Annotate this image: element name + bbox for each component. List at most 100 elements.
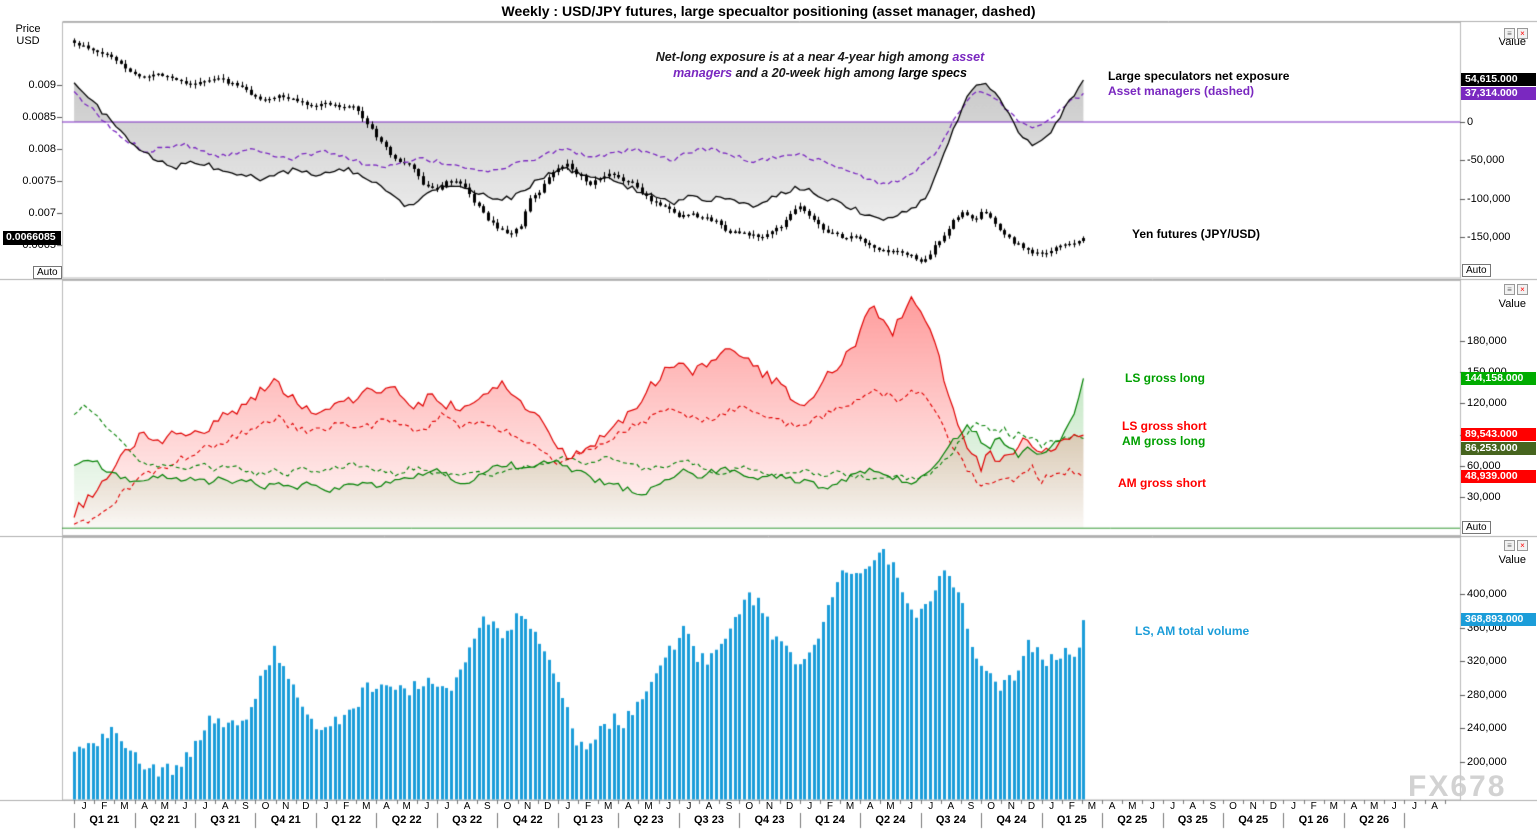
panel1-properties-icon[interactable]: ≡ bbox=[1504, 28, 1515, 39]
value-tick-label: -100,000 bbox=[1467, 193, 1511, 205]
value-axis-title-bottom: Value bbox=[1498, 554, 1526, 566]
month-label: D bbox=[785, 801, 794, 812]
month-label: A bbox=[705, 801, 713, 812]
price-tick-label: 0.0075 bbox=[22, 175, 56, 187]
value-axis-title-top: Value bbox=[1498, 36, 1526, 48]
month-label: J bbox=[81, 801, 87, 812]
month-label: J bbox=[1391, 801, 1397, 812]
panel2-close-icon[interactable]: × bbox=[1517, 284, 1528, 295]
value-tick-label: -50,000 bbox=[1467, 154, 1505, 166]
value-tick-label: 180,000 bbox=[1467, 335, 1507, 347]
legend-total-volume: LS, AM total volume bbox=[1135, 624, 1250, 638]
quarter-label: Q1 25 bbox=[1056, 814, 1087, 826]
value-tick-label: 240,000 bbox=[1467, 722, 1507, 734]
month-label: J bbox=[1291, 801, 1296, 812]
month-label: F bbox=[585, 801, 592, 812]
quarter-label: Q4 23 bbox=[754, 814, 785, 826]
month-label: N bbox=[1007, 801, 1015, 812]
month-label: J bbox=[202, 801, 208, 812]
quarter-label: Q2 26 bbox=[1359, 814, 1390, 826]
month-label: D bbox=[302, 801, 310, 812]
month-label: M bbox=[845, 801, 855, 812]
month-label: N bbox=[282, 801, 290, 812]
month-label: S bbox=[967, 801, 975, 812]
price-tick-label: 0.007 bbox=[28, 207, 56, 219]
month-label: J bbox=[1049, 801, 1055, 812]
month-label: F bbox=[826, 801, 833, 812]
month-label: M bbox=[886, 801, 895, 812]
value-badge-ls-gross-long: 144,158.000 bbox=[1461, 372, 1536, 385]
quarter-label: Q2 21 bbox=[149, 814, 180, 826]
month-label: J bbox=[1149, 801, 1155, 812]
quarter-label: Q2 24 bbox=[875, 814, 906, 826]
value-axis-title-middle: Value bbox=[1498, 298, 1526, 310]
auto-scale-button-panel2-value[interactable]: Auto bbox=[1462, 521, 1491, 534]
month-label: A bbox=[947, 801, 955, 812]
month-label: A bbox=[463, 801, 471, 812]
fx678-watermark: FX678 bbox=[1408, 770, 1507, 803]
price-tick-label: 0.008 bbox=[28, 143, 56, 155]
month-label: M bbox=[1128, 801, 1137, 812]
panel3-properties-icon[interactable]: ≡ bbox=[1504, 540, 1515, 551]
legend-ls-gross-long: LS gross long bbox=[1125, 371, 1206, 385]
legend-am-gross-short: AM gross short bbox=[1118, 476, 1207, 490]
chart-annotation: Net-long exposure is at a near 4-year hi… bbox=[595, 49, 1045, 81]
auto-scale-button-price[interactable]: Auto bbox=[33, 266, 62, 279]
quarter-label: Q1 26 bbox=[1298, 814, 1329, 826]
quarter-label: Q1 23 bbox=[573, 814, 604, 826]
month-label: F bbox=[101, 801, 108, 812]
value-tick-label: -150,000 bbox=[1467, 231, 1511, 243]
month-label: J bbox=[424, 801, 430, 812]
legend-ls-gross-short: LS gross short bbox=[1122, 419, 1207, 433]
month-label: A bbox=[383, 801, 390, 812]
month-label: M bbox=[1087, 801, 1097, 812]
month-label: M bbox=[362, 801, 371, 812]
month-label: M bbox=[402, 801, 411, 812]
value-tick-label: 400,000 bbox=[1467, 588, 1507, 600]
legend-asset-managers: Asset managers (dashed) bbox=[1108, 84, 1255, 98]
legend-large-speculators: Large speculators net exposure bbox=[1108, 69, 1290, 83]
quarter-label: Q3 25 bbox=[1177, 814, 1208, 826]
annotation-text-large-specs: large specs bbox=[898, 66, 967, 80]
price-axis-title-line1: Price bbox=[15, 23, 41, 35]
month-label: M bbox=[1329, 801, 1338, 812]
legend-yen-futures: Yen futures (JPY/USD) bbox=[1132, 227, 1261, 241]
quarter-label: Q4 24 bbox=[996, 814, 1027, 826]
quarter-label: Q4 21 bbox=[270, 814, 301, 826]
month-label: D bbox=[1269, 801, 1277, 812]
month-label: J bbox=[182, 801, 188, 812]
month-label: O bbox=[503, 801, 512, 812]
annotation-line2: managers and a 20-week high among large … bbox=[595, 65, 1045, 81]
value-tick-label: 0 bbox=[1467, 116, 1474, 128]
month-label: A bbox=[221, 801, 229, 812]
month-label: A bbox=[866, 801, 874, 812]
panel2-properties-icon[interactable]: ≡ bbox=[1504, 284, 1515, 295]
price-tick-label: 0.0085 bbox=[22, 111, 56, 123]
month-label: J bbox=[666, 801, 672, 812]
quarter-label: Q3 23 bbox=[694, 814, 724, 826]
quarter-label: Q1 24 bbox=[814, 814, 845, 826]
month-label: O bbox=[745, 801, 754, 812]
value-badge-am-gross-short: 48,939.000 bbox=[1461, 470, 1536, 483]
month-label: A bbox=[1189, 801, 1197, 812]
annotation-text-asset: asset bbox=[952, 50, 985, 64]
month-label: M bbox=[120, 801, 129, 812]
panel1-close-icon[interactable]: × bbox=[1517, 28, 1528, 39]
month-label: S bbox=[242, 801, 249, 812]
month-label: J bbox=[908, 801, 914, 812]
legend-am-gross-long: AM gross long bbox=[1122, 434, 1206, 448]
auto-scale-button-panel1-value[interactable]: Auto bbox=[1462, 264, 1491, 277]
month-label: J bbox=[1411, 801, 1417, 812]
annotation-text-managers: managers bbox=[673, 66, 733, 80]
month-label: N bbox=[1249, 801, 1257, 812]
month-label: F bbox=[1068, 801, 1075, 812]
month-label: N bbox=[523, 801, 532, 812]
month-label: A bbox=[625, 801, 632, 812]
quarter-label: Q2 22 bbox=[391, 814, 422, 826]
month-label: M bbox=[604, 801, 613, 812]
month-label: S bbox=[483, 801, 491, 812]
value-tick-label: 320,000 bbox=[1467, 655, 1507, 667]
panel3-close-icon[interactable]: × bbox=[1517, 540, 1528, 551]
